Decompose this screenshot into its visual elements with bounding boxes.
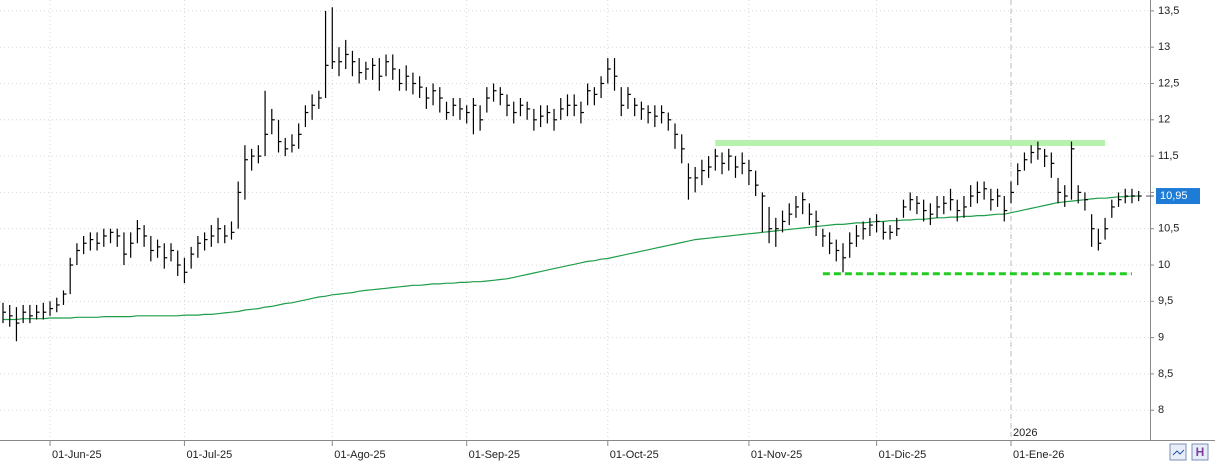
y-tick-label: 13: [1158, 41, 1170, 53]
y-tick-label: 13,5: [1158, 5, 1179, 17]
y-tick-label: 12,5: [1158, 77, 1179, 89]
y-tick-label: 8: [1158, 404, 1164, 416]
y-tick-label: 9,5: [1158, 295, 1173, 307]
save-icon: H: [1196, 445, 1205, 459]
x-tick-label: 01-Oct-25: [610, 449, 659, 461]
y-tick-label: 10: [1158, 259, 1170, 271]
x-tick-label: 01-Jul-25: [186, 449, 232, 461]
y-tick-label: 9: [1158, 332, 1164, 344]
zoom-icon: [1172, 449, 1185, 456]
x-tick-label: 01-Dic-25: [879, 449, 927, 461]
x-tick-label: 01-Jun-25: [52, 449, 102, 461]
x-tick-label: 01-Sep-25: [469, 449, 520, 461]
y-tick-label: 11,5: [1158, 150, 1179, 162]
x-tick-label: 01-Ene-26: [1013, 449, 1064, 461]
y-tick-label: 10,5: [1158, 223, 1179, 235]
last-price-box: [1156, 188, 1200, 205]
x-tick-label: 01-Nov-25: [751, 449, 802, 461]
last-price-label: 10,95: [1160, 190, 1188, 202]
year-label: 2026: [1013, 427, 1037, 439]
save-button[interactable]: [1191, 443, 1209, 461]
moving-average-line: [3, 195, 1139, 321]
y-tick-label: 8,5: [1158, 368, 1173, 380]
x-tick-label: 01-Ago-25: [334, 449, 385, 461]
y-tick-label: 12: [1158, 114, 1170, 126]
